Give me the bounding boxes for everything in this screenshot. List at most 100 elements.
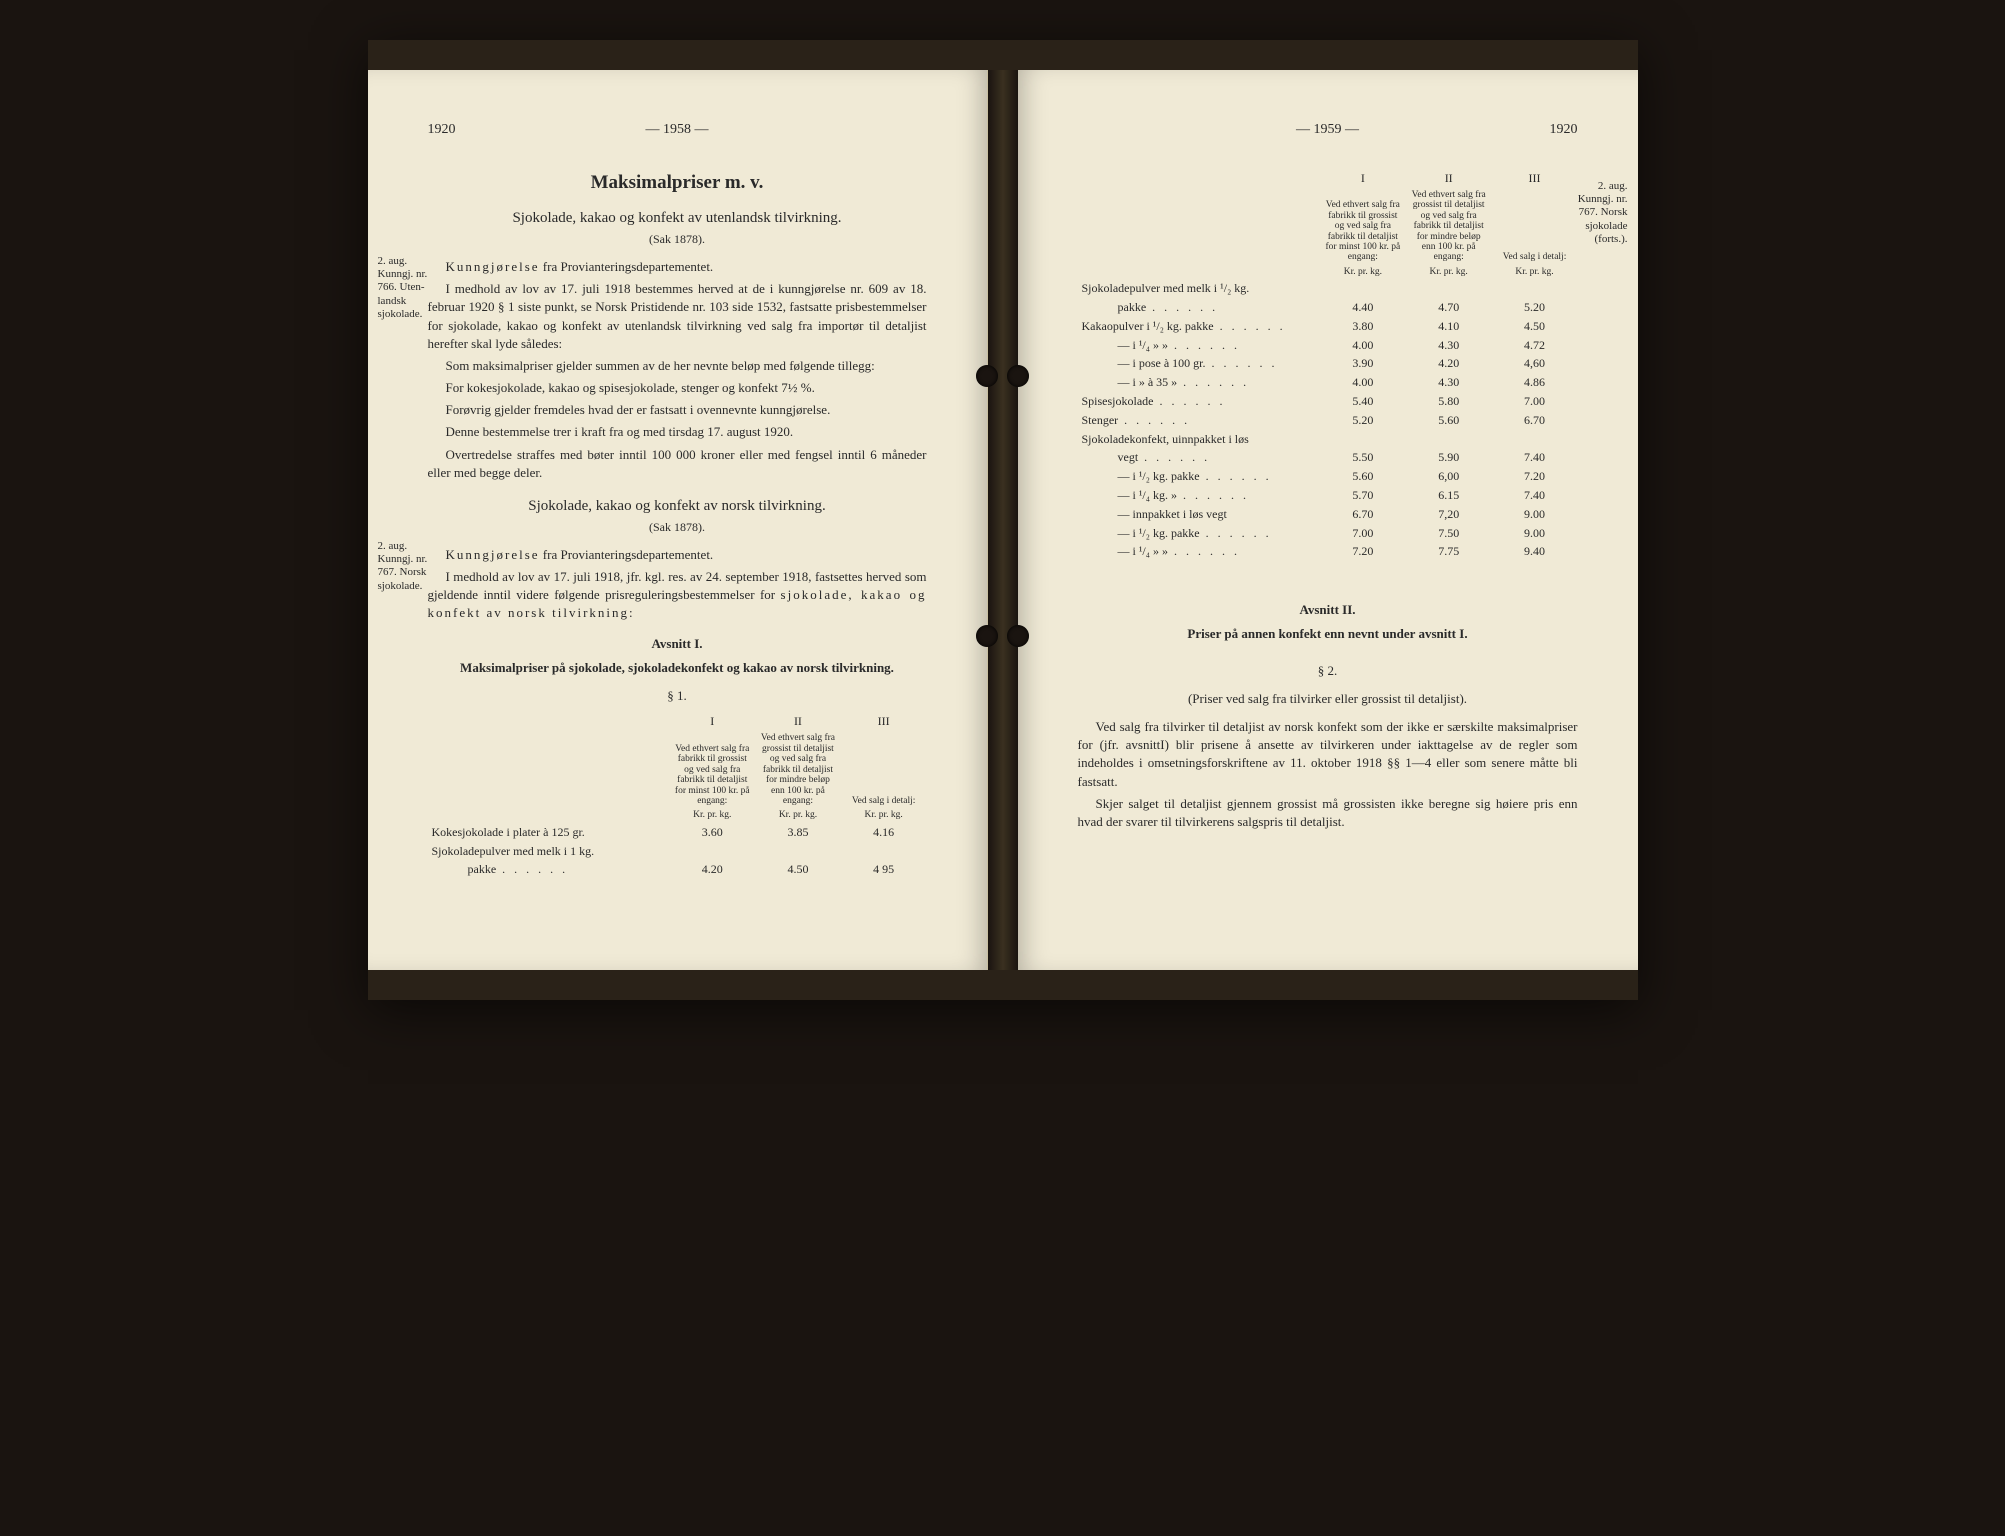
price-cell: 7.20 (1492, 467, 1578, 486)
main-title: Maksimalpriser m. v. (428, 170, 927, 197)
case-number: (Sak 1878). (428, 519, 927, 536)
page-number: — 1959 — (1138, 120, 1518, 140)
price-cell: 5.80 (1406, 392, 1492, 411)
binder-hole (1007, 365, 1029, 387)
table-row: — i ¹/₄ » » . . . . . .4.004.304.72 (1078, 336, 1578, 355)
price-cell (1320, 430, 1406, 449)
table-row: Sjokoladepulver med melk i ¹/₂ kg. (1078, 279, 1578, 298)
avsnitt-heading: Avsnitt I. (428, 635, 927, 653)
price-cell: 7.75 (1406, 542, 1492, 561)
row-description: Spisesjokolade . . . . . . (1078, 392, 1320, 411)
col-unit: Kr. pr. kg. (755, 808, 841, 822)
table-row: Kokesjokolade i plater à 125 gr.3.603.85… (428, 823, 927, 842)
price-cell: 3.85 (755, 823, 841, 842)
price-table: I II III Ved ethvert salg fra fabrikk ti… (1078, 170, 1578, 562)
table-row: — i pose à 100 gr. . . . . . .3.904.204,… (1078, 354, 1578, 373)
table-row: Sjokoladepulver med melk i 1 kg. (428, 842, 927, 861)
price-cell: 4 95 (841, 860, 927, 879)
price-cell (1492, 430, 1578, 449)
price-cell: 5.20 (1320, 411, 1406, 430)
avsnitt-subheading: Priser på annen konfekt enn nevnt under … (1078, 625, 1578, 643)
price-cell: 4.30 (1406, 336, 1492, 355)
table-header: I II III Ved ethvert salg fra fabrikk ti… (1078, 170, 1578, 280)
paragraph: I medhold av lov av 17. juli 1918, jfr. … (428, 568, 927, 623)
paragraph-number: § 2. (1078, 662, 1578, 680)
row-description: pakke . . . . . . (428, 860, 670, 879)
col-desc: Ved ethvert salg fra fabrikk til grossis… (1320, 188, 1406, 265)
price-cell: 4.00 (1320, 373, 1406, 392)
paragraph: Overtredelse straffes med bøter inntil 1… (428, 446, 927, 482)
row-description: — i ¹/₄ kg. » . . . . . . (1078, 486, 1320, 505)
price-cell: 5.90 (1406, 448, 1492, 467)
col-roman: I (1320, 170, 1406, 188)
price-cell: 4.40 (1320, 298, 1406, 317)
row-description: Sjokoladepulver med melk i 1 kg. (428, 842, 670, 861)
table-row: — i ¹/₂ kg. pakke . . . . . .5.606,007.2… (1078, 467, 1578, 486)
price-cell: 5.60 (1320, 467, 1406, 486)
price-cell: 9.40 (1492, 542, 1578, 561)
margin-note: 2. aug. Kunngj. nr. 766. Uten­landsk sjo… (378, 255, 433, 321)
paragraph-number: § 1. (428, 687, 927, 705)
table-row: Spisesjokolade . . . . . .5.405.807.00 (1078, 392, 1578, 411)
paragraph: Denne bestemmelse trer i kraft fra og me… (428, 423, 927, 441)
row-description: — i » à 35 » . . . . . . (1078, 373, 1320, 392)
price-cell: 4.30 (1406, 373, 1492, 392)
binder-hole (1007, 625, 1029, 647)
price-cell: 4.72 (1492, 336, 1578, 355)
price-cell: 4.20 (669, 860, 755, 879)
paragraph: Skjer salget til detaljist gjennem gross… (1078, 795, 1578, 831)
price-cell: 9.00 (1492, 505, 1578, 524)
price-cell: 3.90 (1320, 354, 1406, 373)
row-description: — innpakket i løs vegt (1078, 505, 1320, 524)
row-description: — i ¹/₄ » » . . . . . . (1078, 336, 1320, 355)
price-cell: 5.20 (1492, 298, 1578, 317)
binder-hole (976, 625, 998, 647)
price-cell: 7.00 (1492, 392, 1578, 411)
lead-word: Kunngjørelse (446, 259, 540, 274)
price-cell: 3.80 (1320, 317, 1406, 336)
parenthetical-note: (Priser ved salg fra tilvirker eller gro… (1078, 690, 1578, 708)
case-number: (Sak 1878). (428, 231, 927, 248)
page-number: — 1958 — (488, 120, 867, 140)
price-cell: 4.70 (1406, 298, 1492, 317)
col-roman: I (669, 713, 755, 731)
table-row: — i » à 35 » . . . . . .4.004.304.86 (1078, 373, 1578, 392)
table-row: — i ¹/₄ kg. » . . . . . .5.706.157.40 (1078, 486, 1578, 505)
lead-word: Kunngjørelse (446, 547, 540, 562)
price-cell (1406, 430, 1492, 449)
avsnitt-subheading: Maksimalpriser på sjokolade, sjokoladeko… (428, 659, 927, 677)
price-cell (1406, 279, 1492, 298)
price-cell: 4.16 (841, 823, 927, 842)
margin-note: 2. aug. Kunngj. nr. 767. Norsk sjoko­lad… (378, 540, 433, 593)
row-description: — i ¹/₂ kg. pakke . . . . . . (1078, 524, 1320, 543)
section-title: Sjokolade, kakao og konfekt av utenlands… (428, 208, 927, 229)
binder-hole (976, 365, 998, 387)
table-body: Kokesjokolade i plater à 125 gr.3.603.85… (428, 823, 927, 879)
price-cell: 7.40 (1492, 448, 1578, 467)
col-unit: Kr. pr. kg. (1320, 265, 1406, 279)
price-cell (841, 842, 927, 861)
price-cell: 7.50 (1406, 524, 1492, 543)
price-cell: 4.50 (755, 860, 841, 879)
row-description: vegt . . . . . . (1078, 448, 1320, 467)
price-cell: 4.50 (1492, 317, 1578, 336)
price-cell: 6.15 (1406, 486, 1492, 505)
price-cell: 3.60 (669, 823, 755, 842)
table-row: pakke . . . . . .4.404.705.20 (1078, 298, 1578, 317)
table-row: Stenger . . . . . .5.205.606.70 (1078, 411, 1578, 430)
price-cell: 7,20 (1406, 505, 1492, 524)
price-cell: 4.86 (1492, 373, 1578, 392)
page-header: 1920 — 1958 — (428, 120, 927, 140)
table-row: — innpakket i løs vegt6.707,209.00 (1078, 505, 1578, 524)
row-description: Sjokoladepulver med melk i ¹/₂ kg. (1078, 279, 1320, 298)
col-desc: Ved ethvert salg fra fabrikk til grossis… (669, 731, 755, 808)
price-cell: 4.20 (1406, 354, 1492, 373)
price-cell (1320, 279, 1406, 298)
table-row: — i ¹/₄ » » . . . . . .7.207.759.40 (1078, 542, 1578, 561)
book-spine (988, 70, 1018, 970)
table-row: Kakaopulver i ¹/₂ kg. pakke . . . . . .3… (1078, 317, 1578, 336)
table-body: Sjokoladepulver med melk i ¹/₂ kg.pakke … (1078, 279, 1578, 561)
paragraph: Forøvrig gjelder fremdeles hvad der er f… (428, 401, 927, 419)
price-cell (755, 842, 841, 861)
price-cell: 7.00 (1320, 524, 1406, 543)
